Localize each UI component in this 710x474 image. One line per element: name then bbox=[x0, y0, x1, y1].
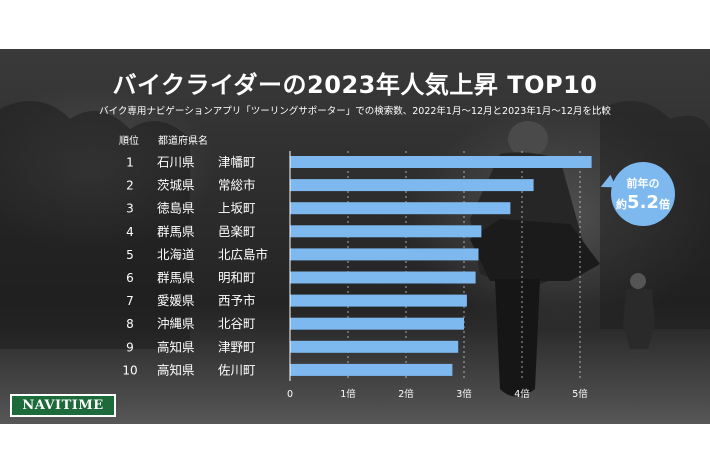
prefecture-label: 群馬県 bbox=[157, 270, 195, 285]
rank-header: 順位 bbox=[119, 134, 139, 147]
chart-card: バイクライダーの2023年人気上昇 TOP10 バイク専用ナビゲーションアプリ「… bbox=[0, 49, 710, 424]
prefecture-label: 石川県 bbox=[157, 155, 195, 170]
city-label: 明和町 bbox=[218, 270, 256, 285]
bar-chart: 順位 都道府県名 1 石川県 津幡町 2 茨城県 常総市 3 徳島県 上坂町 4 群馬県 邑楽町 5 北海… bbox=[119, 134, 592, 400]
x-tick-label: 4倍 bbox=[514, 388, 530, 400]
city-label: 北谷町 bbox=[218, 316, 256, 331]
city-label: 邑楽町 bbox=[218, 224, 256, 239]
prefecture-label: 茨城県 bbox=[157, 178, 195, 193]
chart-subtitle: バイク専用ナビゲーションアプリ「ツーリングサポーター」での検索数、2022年1月… bbox=[99, 106, 611, 117]
region-header: 都道府県名 bbox=[158, 134, 208, 147]
navitime-logo: NAVITIME bbox=[10, 394, 116, 417]
callout-suffix: 倍 bbox=[658, 198, 670, 211]
rank-label: 2 bbox=[126, 179, 134, 193]
x-tick-label: 5倍 bbox=[572, 388, 588, 400]
bar-4 bbox=[290, 225, 482, 238]
callout-prefix: 約 bbox=[616, 198, 628, 211]
rank-label: 6 bbox=[126, 271, 134, 285]
rank-label: 5 bbox=[126, 248, 134, 262]
prefecture-label: 北海道 bbox=[157, 247, 195, 262]
bar-5 bbox=[290, 248, 479, 261]
bar-9 bbox=[290, 340, 459, 353]
bar-7 bbox=[290, 294, 467, 307]
callout-value: 5.2 bbox=[627, 192, 659, 213]
city-label: 津野町 bbox=[218, 339, 256, 354]
callout-text-line2: 約5.2倍 bbox=[611, 192, 675, 213]
callout-bubble: 前年の 約5.2倍 bbox=[611, 162, 675, 226]
x-tick-label: 1倍 bbox=[340, 388, 356, 400]
prefecture-label: 愛媛県 bbox=[157, 293, 195, 308]
city-label: 上坂町 bbox=[218, 201, 256, 216]
x-tick-label: 0 bbox=[287, 389, 293, 400]
prefecture-label: 高知県 bbox=[157, 339, 195, 354]
bar-10 bbox=[290, 363, 453, 376]
bar-2 bbox=[290, 179, 534, 192]
rank-label: 9 bbox=[126, 340, 134, 354]
x-tick-label: 3倍 bbox=[456, 388, 472, 400]
chart-title: バイクライダーの2023年人気上昇 TOP10 bbox=[112, 71, 598, 99]
bar-6 bbox=[290, 271, 476, 284]
bar-3 bbox=[290, 202, 511, 215]
callout-text-line1: 前年の bbox=[626, 177, 660, 190]
rank-label: 4 bbox=[126, 225, 134, 239]
prefecture-label: 高知県 bbox=[157, 362, 195, 377]
rank-label: 10 bbox=[122, 363, 137, 377]
rank-label: 3 bbox=[126, 202, 134, 216]
rank-label: 1 bbox=[126, 156, 134, 170]
prefecture-label: 群馬県 bbox=[157, 224, 195, 239]
prefecture-label: 沖縄県 bbox=[157, 316, 195, 331]
bar-8 bbox=[290, 317, 464, 330]
prefecture-label: 徳島県 bbox=[157, 201, 195, 216]
rank-label: 7 bbox=[126, 294, 134, 308]
city-label: 常総市 bbox=[218, 178, 256, 193]
motorcycle-rider-photo bbox=[0, 101, 710, 397]
city-label: 佐川町 bbox=[218, 362, 256, 377]
city-label: 西予市 bbox=[218, 293, 256, 308]
city-label: 津幡町 bbox=[218, 155, 256, 170]
rank-label: 8 bbox=[126, 317, 134, 331]
x-tick-label: 2倍 bbox=[398, 388, 414, 400]
bar-1 bbox=[290, 156, 592, 168]
city-label: 北広島市 bbox=[218, 247, 268, 262]
